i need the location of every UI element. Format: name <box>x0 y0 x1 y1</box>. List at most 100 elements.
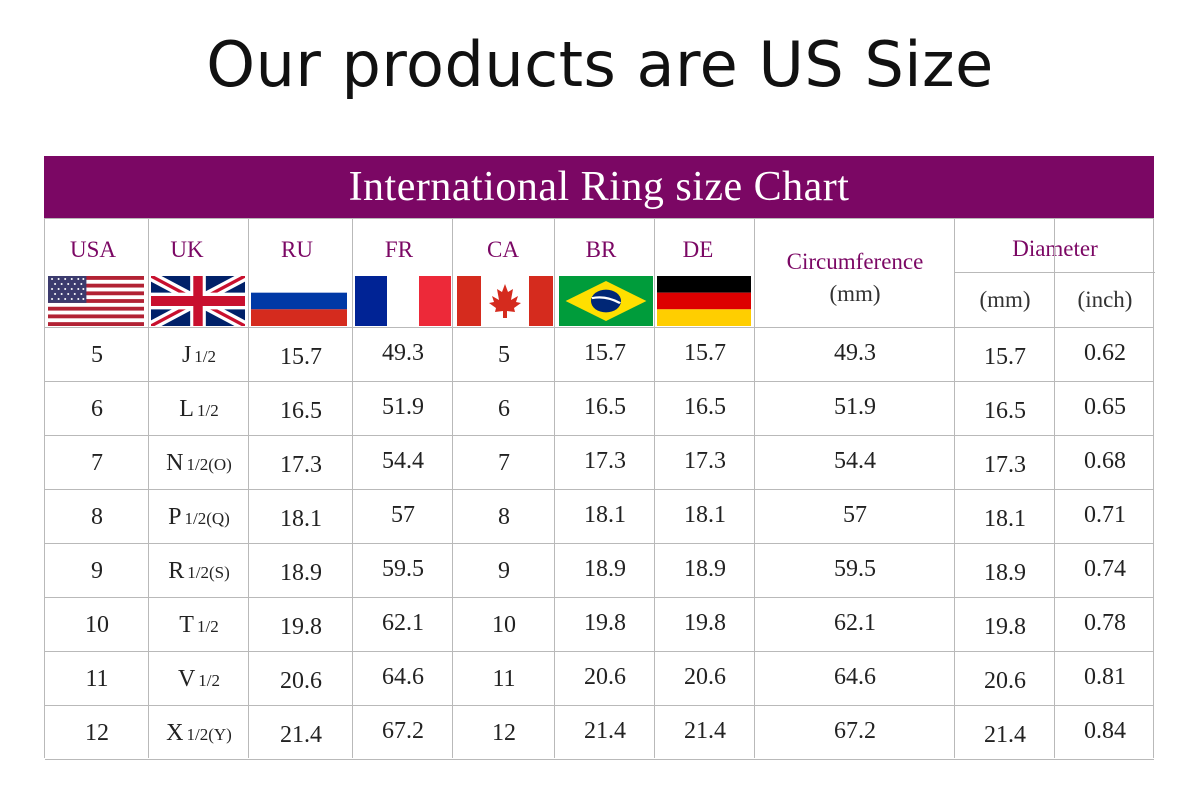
cell-ru: 16.5 <box>280 398 322 424</box>
cell-de: 17.3 <box>684 448 726 474</box>
cell-uk: V 1/2 <box>149 666 249 693</box>
cell-br: 19.8 <box>584 610 626 636</box>
grid-vline <box>248 219 249 758</box>
uk-size-letter: J <box>181 342 192 368</box>
table-row: 8 P 1/2(Q) 18.1 57 8 18.1 18.1 57 18.1 0.71 <box>45 490 1154 544</box>
cell-uk: X 1/2(Y) <box>149 720 249 747</box>
table-row: 11 V 1/2 20.6 64.6 11 20.6 20.6 64.6 20.6 0.81 <box>45 652 1154 706</box>
col-header-ca: CA <box>487 237 519 262</box>
cell-de: 18.9 <box>684 556 726 582</box>
cell-ru: 17.3 <box>280 452 322 478</box>
col-header-diameter-inch: (inch) <box>1077 287 1133 312</box>
cell-usa: 8 <box>91 504 103 530</box>
col-header-usa: USA <box>69 237 116 262</box>
cell-de: 15.7 <box>684 340 726 366</box>
grid-vline <box>148 219 149 758</box>
germany-flag-icon <box>657 276 751 326</box>
grid-hline <box>45 705 1154 706</box>
table-row: 6 L 1/2 16.5 51.9 6 16.5 16.5 51.9 16.5 0.65 <box>45 382 1154 436</box>
cell-ru: 21.4 <box>280 722 322 748</box>
grid-vline <box>1054 219 1055 758</box>
cell-fr: 64.6 <box>382 664 424 690</box>
cell-uk: N 1/2(O) <box>149 450 249 477</box>
cell-ru: 20.6 <box>280 668 322 694</box>
uk-size-letter: V <box>177 666 196 692</box>
cell-circ: 51.9 <box>834 394 876 420</box>
brazil-flag-icon <box>559 276 653 326</box>
cell-circ: 62.1 <box>834 610 876 636</box>
cell-ru: 18.9 <box>280 560 322 586</box>
col-header-br: BR <box>585 237 617 262</box>
table-row: 12 X 1/2(Y) 21.4 67.2 12 21.4 21.4 67.2 21.4 0.84 <box>45 706 1154 760</box>
cell-ca: 12 <box>492 720 516 746</box>
page-headline: Our products are US Size <box>206 28 994 101</box>
cell-uk: T 1/2 <box>149 612 249 639</box>
cell-ca: 6 <box>498 396 510 422</box>
russia-flag-icon <box>251 276 347 326</box>
uk-size-letter: X <box>166 720 184 746</box>
cell-ca: 9 <box>498 558 510 584</box>
cell-circ: 54.4 <box>834 448 876 474</box>
grid-hline <box>45 759 1154 760</box>
cell-circ: 49.3 <box>834 340 876 366</box>
grid-vline <box>1153 219 1154 758</box>
uk-size-letter: T <box>179 612 194 638</box>
grid-hline <box>45 543 1154 544</box>
uk-size-fraction: 1/2(O) <box>186 455 232 474</box>
grid-vline <box>1054 272 1055 328</box>
grid-hline <box>45 327 1154 328</box>
uk-size-fraction: 1/2(S) <box>187 563 230 582</box>
grid-hline <box>45 489 1154 490</box>
cell-circ: 67.2 <box>834 718 876 744</box>
cell-de: 21.4 <box>684 718 726 744</box>
cell-usa: 5 <box>91 342 103 368</box>
cell-dinch: 0.62 <box>1084 340 1126 366</box>
grid-vline <box>352 219 353 758</box>
cell-usa: 7 <box>91 450 103 476</box>
cell-circ: 59.5 <box>834 556 876 582</box>
cell-usa: 9 <box>91 558 103 584</box>
grid-hline <box>45 435 1154 436</box>
uk-size-letter: P <box>168 504 182 530</box>
grid-hline <box>45 597 1154 598</box>
cell-de: 19.8 <box>684 610 726 636</box>
cell-dinch: 0.71 <box>1084 502 1126 528</box>
cell-uk: R 1/2(S) <box>149 558 249 585</box>
uk-size-fraction: 1/2 <box>198 671 221 690</box>
table-row: 9 R 1/2(S) 18.9 59.5 9 18.9 18.9 59.5 18.9 0.74 <box>45 544 1154 598</box>
france-flag-icon <box>355 276 451 326</box>
cell-ca: 7 <box>498 450 510 476</box>
cell-dmm: 21.4 <box>984 722 1026 748</box>
cell-br: 17.3 <box>584 448 626 474</box>
grid-hline <box>955 272 1155 273</box>
cell-usa: 10 <box>85 612 109 638</box>
cell-dinch: 0.68 <box>1084 448 1126 474</box>
uk-size-letter: N <box>166 450 184 476</box>
cell-br: 16.5 <box>584 394 626 420</box>
ring-size-chart: International Ring size Chart USA UK RU … <box>44 156 1155 760</box>
cell-br: 21.4 <box>584 718 626 744</box>
table-row: 5 J 1/2 15.7 49.3 5 15.7 15.7 49.3 15.7 0.62 <box>45 328 1154 382</box>
cell-ca: 10 <box>492 612 516 638</box>
uk-size-fraction: 1/2(Q) <box>184 509 230 528</box>
col-header-de: DE <box>682 237 714 262</box>
cell-fr: 49.3 <box>382 340 424 366</box>
canada-flag-icon <box>457 276 553 326</box>
cell-uk: J 1/2 <box>149 342 249 369</box>
cell-dinch: 0.74 <box>1084 556 1126 582</box>
cell-br: 18.1 <box>584 502 626 528</box>
size-table: USA UK RU FR CA BR DE Circumference (mm)… <box>44 218 1155 760</box>
col-header-circumference: Circumference <box>786 249 924 274</box>
uk-size-fraction: 1/2 <box>196 617 219 636</box>
cell-dinch: 0.65 <box>1084 394 1126 420</box>
cell-ca: 11 <box>492 666 516 692</box>
col-header-fr: FR <box>384 237 414 262</box>
cell-de: 20.6 <box>684 664 726 690</box>
cell-ru: 18.1 <box>280 506 322 532</box>
grid-vline <box>754 219 755 758</box>
cell-dmm: 18.9 <box>984 560 1026 586</box>
cell-br: 20.6 <box>584 664 626 690</box>
cell-fr: 51.9 <box>382 394 424 420</box>
usa-flag-icon <box>48 276 144 326</box>
grid-vline <box>554 219 555 758</box>
